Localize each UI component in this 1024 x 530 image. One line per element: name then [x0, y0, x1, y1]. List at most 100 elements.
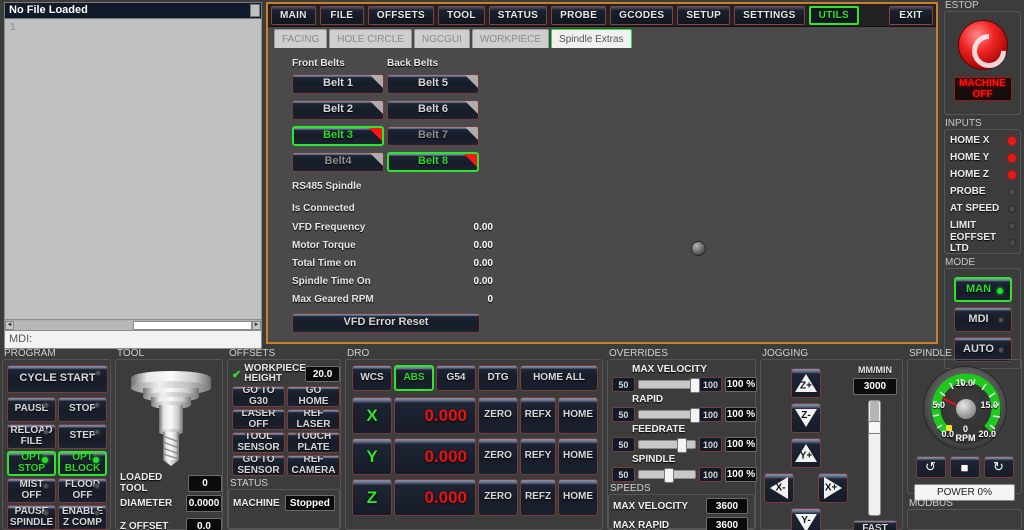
belt-button-belt2[interactable]: Belt 2: [292, 100, 384, 120]
dro-mode-dtg[interactable]: DTG: [478, 365, 518, 391]
program-button-step[interactable]: STEP: [58, 424, 107, 449]
belt-button-belt1[interactable]: Belt 1: [292, 74, 384, 94]
override-thumb[interactable]: [690, 408, 701, 423]
dro-home-z-button[interactable]: HOME: [558, 479, 598, 516]
subtab-spindle-extras[interactable]: Spindle Extras: [551, 29, 632, 48]
belt-button-belt3[interactable]: Belt 3: [292, 126, 384, 146]
mdi-input[interactable]: MDI:: [4, 331, 262, 349]
mode-button-auto[interactable]: AUTO: [953, 337, 1012, 362]
dro-ref-y-button[interactable]: REFY: [520, 438, 556, 475]
program-button-mist-off[interactable]: MIST OFF: [7, 478, 56, 503]
vfd-error-reset-button[interactable]: VFD Error Reset: [292, 313, 480, 333]
override-max[interactable]: 100: [699, 377, 722, 392]
override-thumb[interactable]: [664, 468, 675, 483]
dro-mode-home-all[interactable]: HOME ALL: [520, 365, 598, 391]
program-button-pause[interactable]: PAUSE: [7, 397, 56, 422]
estop-button[interactable]: [957, 20, 1008, 70]
program-button-stop[interactable]: STOP: [58, 397, 107, 422]
program-button-opt-stop[interactable]: OPT STOP: [7, 451, 56, 476]
tab-probe[interactable]: PROBE: [551, 5, 607, 25]
file-scroll-box[interactable]: [250, 4, 260, 17]
dro-mode-wcs[interactable]: WCS: [352, 365, 392, 391]
dro-home-y-button[interactable]: HOME: [558, 438, 598, 475]
tab-tool[interactable]: TOOL: [437, 5, 485, 25]
jog-y-minus-button[interactable]: Y-: [791, 508, 821, 530]
subtab-ngcgui[interactable]: NGCGUI: [413, 29, 470, 48]
dro-mode-abs[interactable]: ABS: [394, 365, 434, 391]
override-track[interactable]: [637, 468, 697, 483]
override-thumb[interactable]: [690, 378, 701, 393]
override-max[interactable]: 100: [699, 437, 722, 452]
jog-z-minus-button[interactable]: Z-: [791, 403, 821, 433]
tab-settings[interactable]: SETTINGS: [734, 5, 805, 25]
dro-home-x-button[interactable]: HOME: [558, 397, 598, 434]
override-track[interactable]: [637, 438, 697, 453]
tab-setup[interactable]: SETUP: [677, 5, 731, 25]
override-min[interactable]: 50: [612, 467, 635, 482]
override-thumb[interactable]: [676, 438, 687, 453]
offsets-button-ref-camera[interactable]: REF CAMERA: [287, 455, 340, 476]
jog-x-plus-button[interactable]: X+: [818, 473, 848, 503]
offsets-button-touch-plate[interactable]: TOUCH PLATE: [287, 432, 340, 453]
dro-zero-z-button[interactable]: ZERO: [478, 479, 518, 516]
tab-file[interactable]: FILE: [319, 5, 364, 25]
scrollbar-track[interactable]: [14, 320, 252, 330]
mode-button-man[interactable]: MAN: [953, 277, 1012, 302]
override-track[interactable]: [637, 408, 701, 423]
program-button-reload-file[interactable]: RELOAD FILE: [7, 424, 56, 449]
belt-button-belt4[interactable]: Belt4: [292, 152, 384, 172]
tab-main[interactable]: MAIN: [271, 5, 316, 25]
belt-button-belt7[interactable]: Belt 7: [387, 126, 479, 146]
tool-row-value[interactable]: 0.0: [186, 518, 222, 530]
program-button-opt-block[interactable]: OPT BLOCK: [58, 451, 107, 476]
spindle-ccw-button[interactable]: ↺: [915, 456, 946, 478]
jog-rate-slider[interactable]: [868, 400, 881, 516]
dro-ref-z-button[interactable]: REFZ: [520, 479, 556, 516]
gcode-listing[interactable]: 1: [4, 19, 262, 320]
spindle-cw-button[interactable]: ↻: [983, 456, 1014, 478]
belt-button-belt5[interactable]: Belt 5: [387, 74, 479, 94]
belt-button-belt6[interactable]: Belt 6: [387, 100, 479, 120]
offsets-button-laser-off[interactable]: LASER OFF: [232, 409, 285, 430]
offsets-button-go-to-g30[interactable]: GO TO G30: [232, 386, 285, 407]
jog-slider-thumb[interactable]: [868, 421, 881, 434]
jog-y-plus-button[interactable]: Y+: [791, 438, 821, 468]
override-min[interactable]: 50: [612, 377, 635, 392]
jog-fast-button[interactable]: FAST: [853, 520, 897, 530]
dro-zero-x-button[interactable]: ZERO: [478, 397, 518, 434]
subtab-facing[interactable]: FACING: [274, 29, 328, 48]
dro-ref-x-button[interactable]: REFX: [520, 397, 556, 434]
offsets-button-go-to-sensor[interactable]: GO TO SENSOR: [232, 455, 285, 476]
scroll-left-arrow-icon[interactable]: ◄: [5, 320, 14, 330]
scroll-right-arrow-icon[interactable]: ►: [252, 320, 261, 330]
tab-status[interactable]: STATUS: [488, 5, 548, 25]
spindle-stop-button[interactable]: ■: [949, 456, 980, 478]
tool-row-value[interactable]: 0.0000: [186, 495, 222, 512]
override-max[interactable]: 100: [699, 407, 722, 422]
offsets-button-ref-laser[interactable]: REF LASER: [287, 409, 340, 430]
dro-zero-y-button[interactable]: ZERO: [478, 438, 518, 475]
exit-button[interactable]: EXIT: [889, 5, 933, 25]
override-track[interactable]: [637, 378, 701, 393]
offsets-button-go-home[interactable]: GO HOME: [287, 386, 340, 407]
override-min[interactable]: 50: [612, 407, 635, 422]
jog-x-minus-button[interactable]: X-: [764, 473, 794, 503]
program-button-enable-z-comp[interactable]: ENABLE Z COMP: [58, 505, 107, 530]
subtab-hole-circle[interactable]: HOLE CIRCLE: [329, 29, 412, 48]
override-min[interactable]: 50: [612, 437, 635, 452]
tab-gcodes[interactable]: GCODES: [610, 5, 674, 25]
jog-rate-value[interactable]: 3000: [853, 378, 897, 395]
program-button-pause-spindle[interactable]: PAUSE SPINDLE: [7, 505, 56, 530]
mode-button-mdi[interactable]: MDI: [953, 307, 1012, 332]
tool-row-value[interactable]: 0: [188, 474, 222, 492]
cycle-start-button[interactable]: CYCLE START: [7, 365, 108, 393]
gcode-horizontal-scrollbar[interactable]: ◄ ►: [4, 320, 262, 331]
offsets-button-tool-sensor[interactable]: TOOL SENSOR: [232, 432, 285, 453]
override-max[interactable]: 100: [699, 467, 722, 482]
subtab-workpiece[interactable]: WORKPIECE: [471, 29, 550, 48]
program-button-flood-off[interactable]: FLOOD OFF: [58, 478, 107, 503]
scrollbar-thumb[interactable]: [133, 320, 252, 330]
tab-utils[interactable]: UTILS: [808, 5, 859, 25]
belt-button-belt8[interactable]: Belt 8: [387, 152, 479, 172]
jog-z-plus-button[interactable]: Z+: [791, 368, 821, 398]
